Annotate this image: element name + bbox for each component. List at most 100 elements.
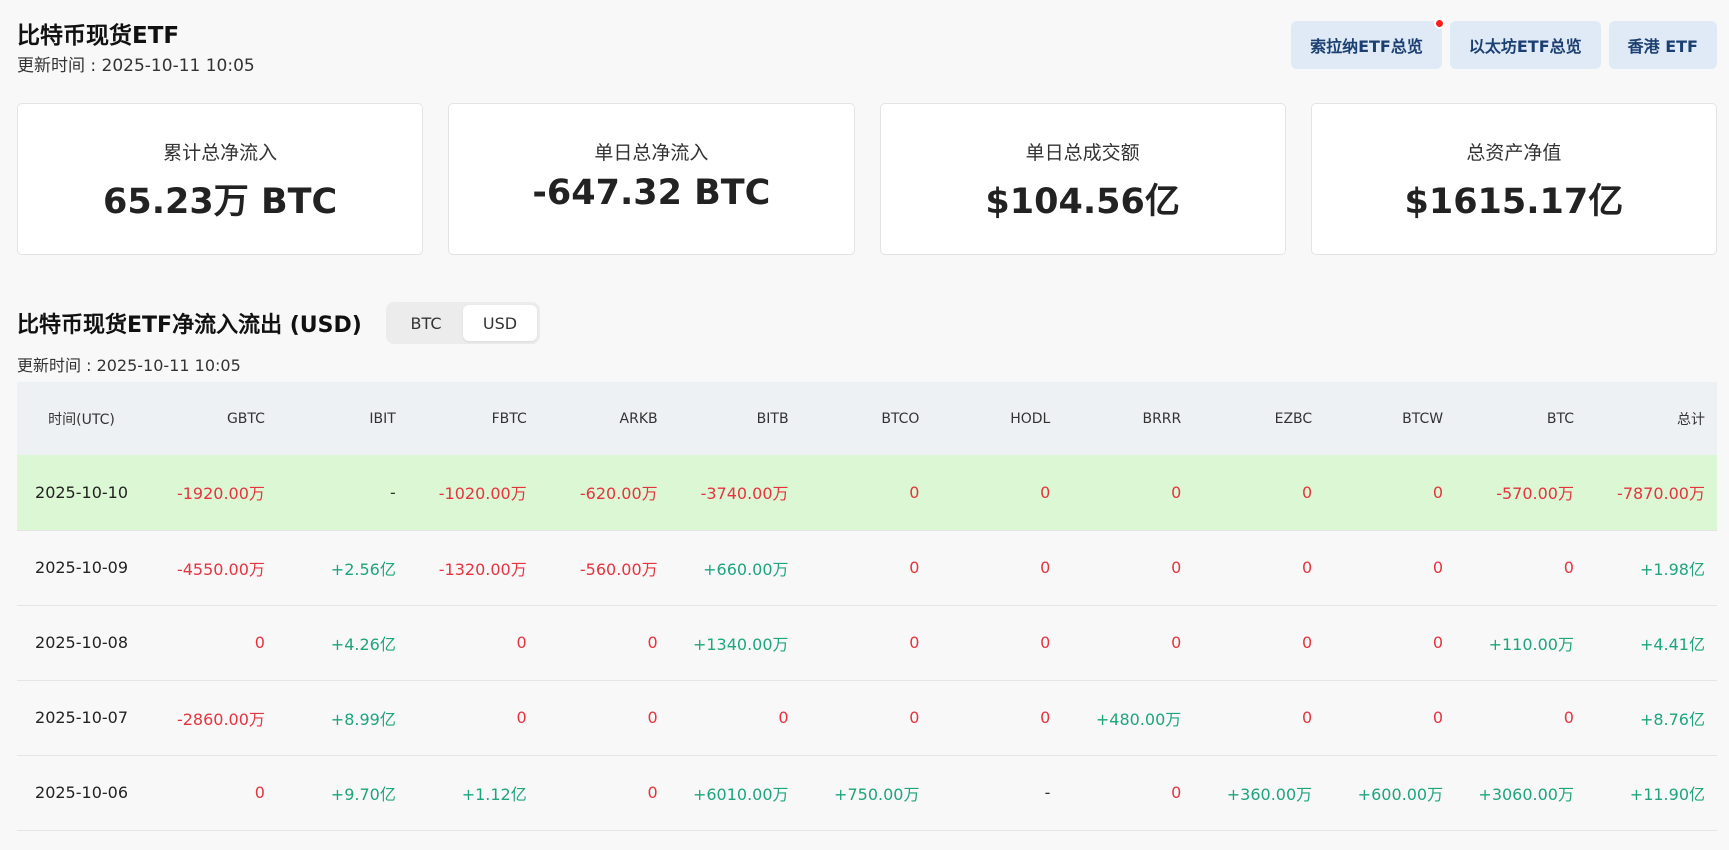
nav-ethereum-etf-button[interactable]: 以太坊ETF总览: [1449, 21, 1601, 69]
table-cell-value: +2.56亿: [276, 530, 408, 606]
table-cell-value: 0: [1455, 530, 1586, 606]
table-cell-value: -: [276, 455, 408, 531]
nav-label: 以太坊ETF总览: [1468, 37, 1582, 56]
nav-label: 香港 ETF: [1627, 37, 1698, 56]
stat-value: $104.56亿: [985, 182, 1180, 222]
table-cell-value: 0: [931, 455, 1063, 531]
table-cell-value: +660.00万: [669, 530, 801, 606]
table-cell-value: 0: [1455, 680, 1586, 756]
table-cell-value: +1.12亿: [407, 755, 539, 831]
table-cell-value: +8.99亿: [276, 680, 408, 756]
table-cell-value: -4550.00万: [146, 530, 277, 606]
table-row[interactable]: 2025-10-10 -1920.00万 - -1020.00万 -620.00万 -37…: [17, 455, 1717, 531]
column-header-btco[interactable]: BTCO: [800, 382, 932, 455]
table-cell-value: 0: [1324, 605, 1456, 681]
table-cell-value: 0: [538, 605, 670, 681]
flow-table: 时间(UTC) GBTC IBIT FBTC ARKB BITB BTCO HO…: [17, 382, 1717, 831]
column-header-btc[interactable]: BTC: [1455, 382, 1586, 455]
stat-label: 单日总净流入: [594, 142, 709, 164]
table-cell-value: 0: [1193, 680, 1325, 756]
stat-label: 总资产净值: [1466, 142, 1562, 164]
stats-row: 累计总净流入 65.23万 BTC 单日总净流入 -647.32 BTC 单日总…: [17, 103, 1717, 255]
table-cell-value: 0: [1062, 455, 1194, 531]
column-header-ezbc[interactable]: EZBC: [1193, 382, 1325, 455]
nav-solana-etf-button[interactable]: 索拉纳ETF总览: [1291, 18, 1445, 69]
column-header-bitb[interactable]: BITB: [669, 382, 801, 455]
table-cell-value: 0: [1193, 530, 1325, 606]
stat-value: 65.23万 BTC: [103, 182, 338, 222]
table-cell-date: 2025-10-08: [17, 605, 147, 681]
table-header-row: 时间(UTC) GBTC IBIT FBTC ARKB BITB BTCO HO…: [17, 382, 1717, 455]
top-nav: 索拉纳ETF总览 以太坊ETF总览 香港 ETF: [1291, 18, 1717, 69]
table-cell-value: -1920.00万: [146, 455, 277, 531]
table-cell-value: +8.76亿: [1585, 680, 1717, 756]
table-cell-value: 0: [800, 680, 932, 756]
stat-card-daily-volume: 单日总成交额 $104.56亿: [879, 103, 1286, 255]
table-cell-value: 0: [407, 605, 539, 681]
column-header-total[interactable]: 总计: [1585, 382, 1717, 455]
unit-toggle: BTC USD: [386, 302, 540, 344]
table-cell-value: +6010.00万: [669, 755, 801, 831]
table-cell-value: -560.00万: [538, 530, 670, 606]
table-row[interactable]: 2025-10-06 0 +9.70亿 +1.12亿 0 +6010.00万 +750.00…: [17, 755, 1717, 831]
column-header-btcw[interactable]: BTCW: [1324, 382, 1456, 455]
table-cell-value: 0: [1193, 455, 1325, 531]
table-cell-value: -620.00万: [538, 455, 670, 531]
stat-label: 累计总净流入: [163, 142, 278, 164]
table-cell-value: -1020.00万: [407, 455, 539, 531]
table-cell-value: 0: [931, 605, 1063, 681]
table-cell-value: 0: [146, 605, 277, 681]
table-cell-value: +600.00万: [1324, 755, 1456, 831]
column-header-ibit[interactable]: IBIT: [276, 382, 408, 455]
table-row[interactable]: 2025-10-08 0 +4.26亿 0 0 +1340.00万 0 0 0 0 0 +110.00…: [17, 605, 1717, 681]
table-cell-value: -: [931, 755, 1063, 831]
table-cell-value: -7870.00万: [1585, 455, 1717, 531]
table-cell-value: +1.98亿: [1585, 530, 1717, 606]
column-header-brrr[interactable]: BRRR: [1062, 382, 1194, 455]
notification-dot-icon: [1433, 18, 1445, 29]
table-cell-value: 0: [1062, 755, 1194, 831]
page-updated-time: 更新时间 : 2025-10-11 10:05: [17, 56, 255, 76]
table-cell-value: -3740.00万: [669, 455, 801, 531]
table-cell-value: 0: [146, 755, 277, 831]
table-cell-value: 0: [1324, 680, 1456, 756]
section-updated-time: 更新时间 : 2025-10-11 10:05: [17, 356, 241, 375]
column-header-hodl[interactable]: HODL: [931, 382, 1063, 455]
table-row[interactable]: 2025-10-07 -2860.00万 +8.99亿 0 0 0 0 0 +480.00万 0 0…: [17, 680, 1717, 756]
table-cell-date: 2025-10-09: [17, 530, 147, 606]
table-cell-value: 0: [800, 455, 932, 531]
column-header-fbtc[interactable]: FBTC: [407, 382, 539, 455]
table-cell-value: +750.00万: [800, 755, 932, 831]
table-cell-value: +110.00万: [1455, 605, 1586, 681]
page-title: 比特币现货ETF: [17, 23, 180, 49]
column-header-gbtc[interactable]: GBTC: [146, 382, 277, 455]
table-cell-date: 2025-10-10: [17, 455, 147, 531]
stat-card-net-assets: 总资产净值 $1615.17亿: [1310, 103, 1717, 255]
column-header-date[interactable]: 时间(UTC): [17, 382, 147, 455]
table-cell-value: 0: [669, 680, 801, 756]
table-cell-value: 0: [1062, 605, 1194, 681]
table-cell-date: 2025-10-07: [17, 680, 147, 756]
stat-card-daily-inflow: 单日总净流入 -647.32 BTC: [448, 103, 855, 255]
table-cell-value: 0: [800, 530, 932, 606]
table-row[interactable]: 2025-10-09 -4550.00万 +2.56亿 -1320.00万 -560.0…: [17, 530, 1717, 606]
table-cell-value: 0: [800, 605, 932, 681]
table-cell-value: +1340.00万: [669, 605, 801, 681]
table-cell-value: 0: [1193, 605, 1325, 681]
table-cell-value: 0: [1062, 530, 1194, 606]
table-cell-value: 0: [1324, 455, 1456, 531]
table-cell-value: 0: [931, 680, 1063, 756]
column-header-arkb[interactable]: ARKB: [538, 382, 670, 455]
nav-hongkong-etf-button[interactable]: 香港 ETF: [1608, 21, 1717, 69]
table-body: 2025-10-10 -1920.00万 - -1020.00万 -620.00万 -37…: [17, 455, 1717, 831]
nav-label: 索拉纳ETF总览: [1310, 37, 1423, 56]
table-cell-value: -2860.00万: [146, 680, 277, 756]
table-cell-value: +3060.00万: [1455, 755, 1586, 831]
toggle-btc-option[interactable]: BTC: [410, 313, 442, 333]
stat-label: 单日总成交额: [1025, 142, 1140, 164]
table-cell-value: -1320.00万: [407, 530, 539, 606]
toggle-usd-option[interactable]: USD: [463, 305, 537, 341]
stat-card-cumulative-inflow: 累计总净流入 65.23万 BTC: [17, 103, 424, 255]
table-cell-value: 0: [538, 755, 670, 831]
table-cell-date: 2025-10-06: [17, 755, 147, 831]
